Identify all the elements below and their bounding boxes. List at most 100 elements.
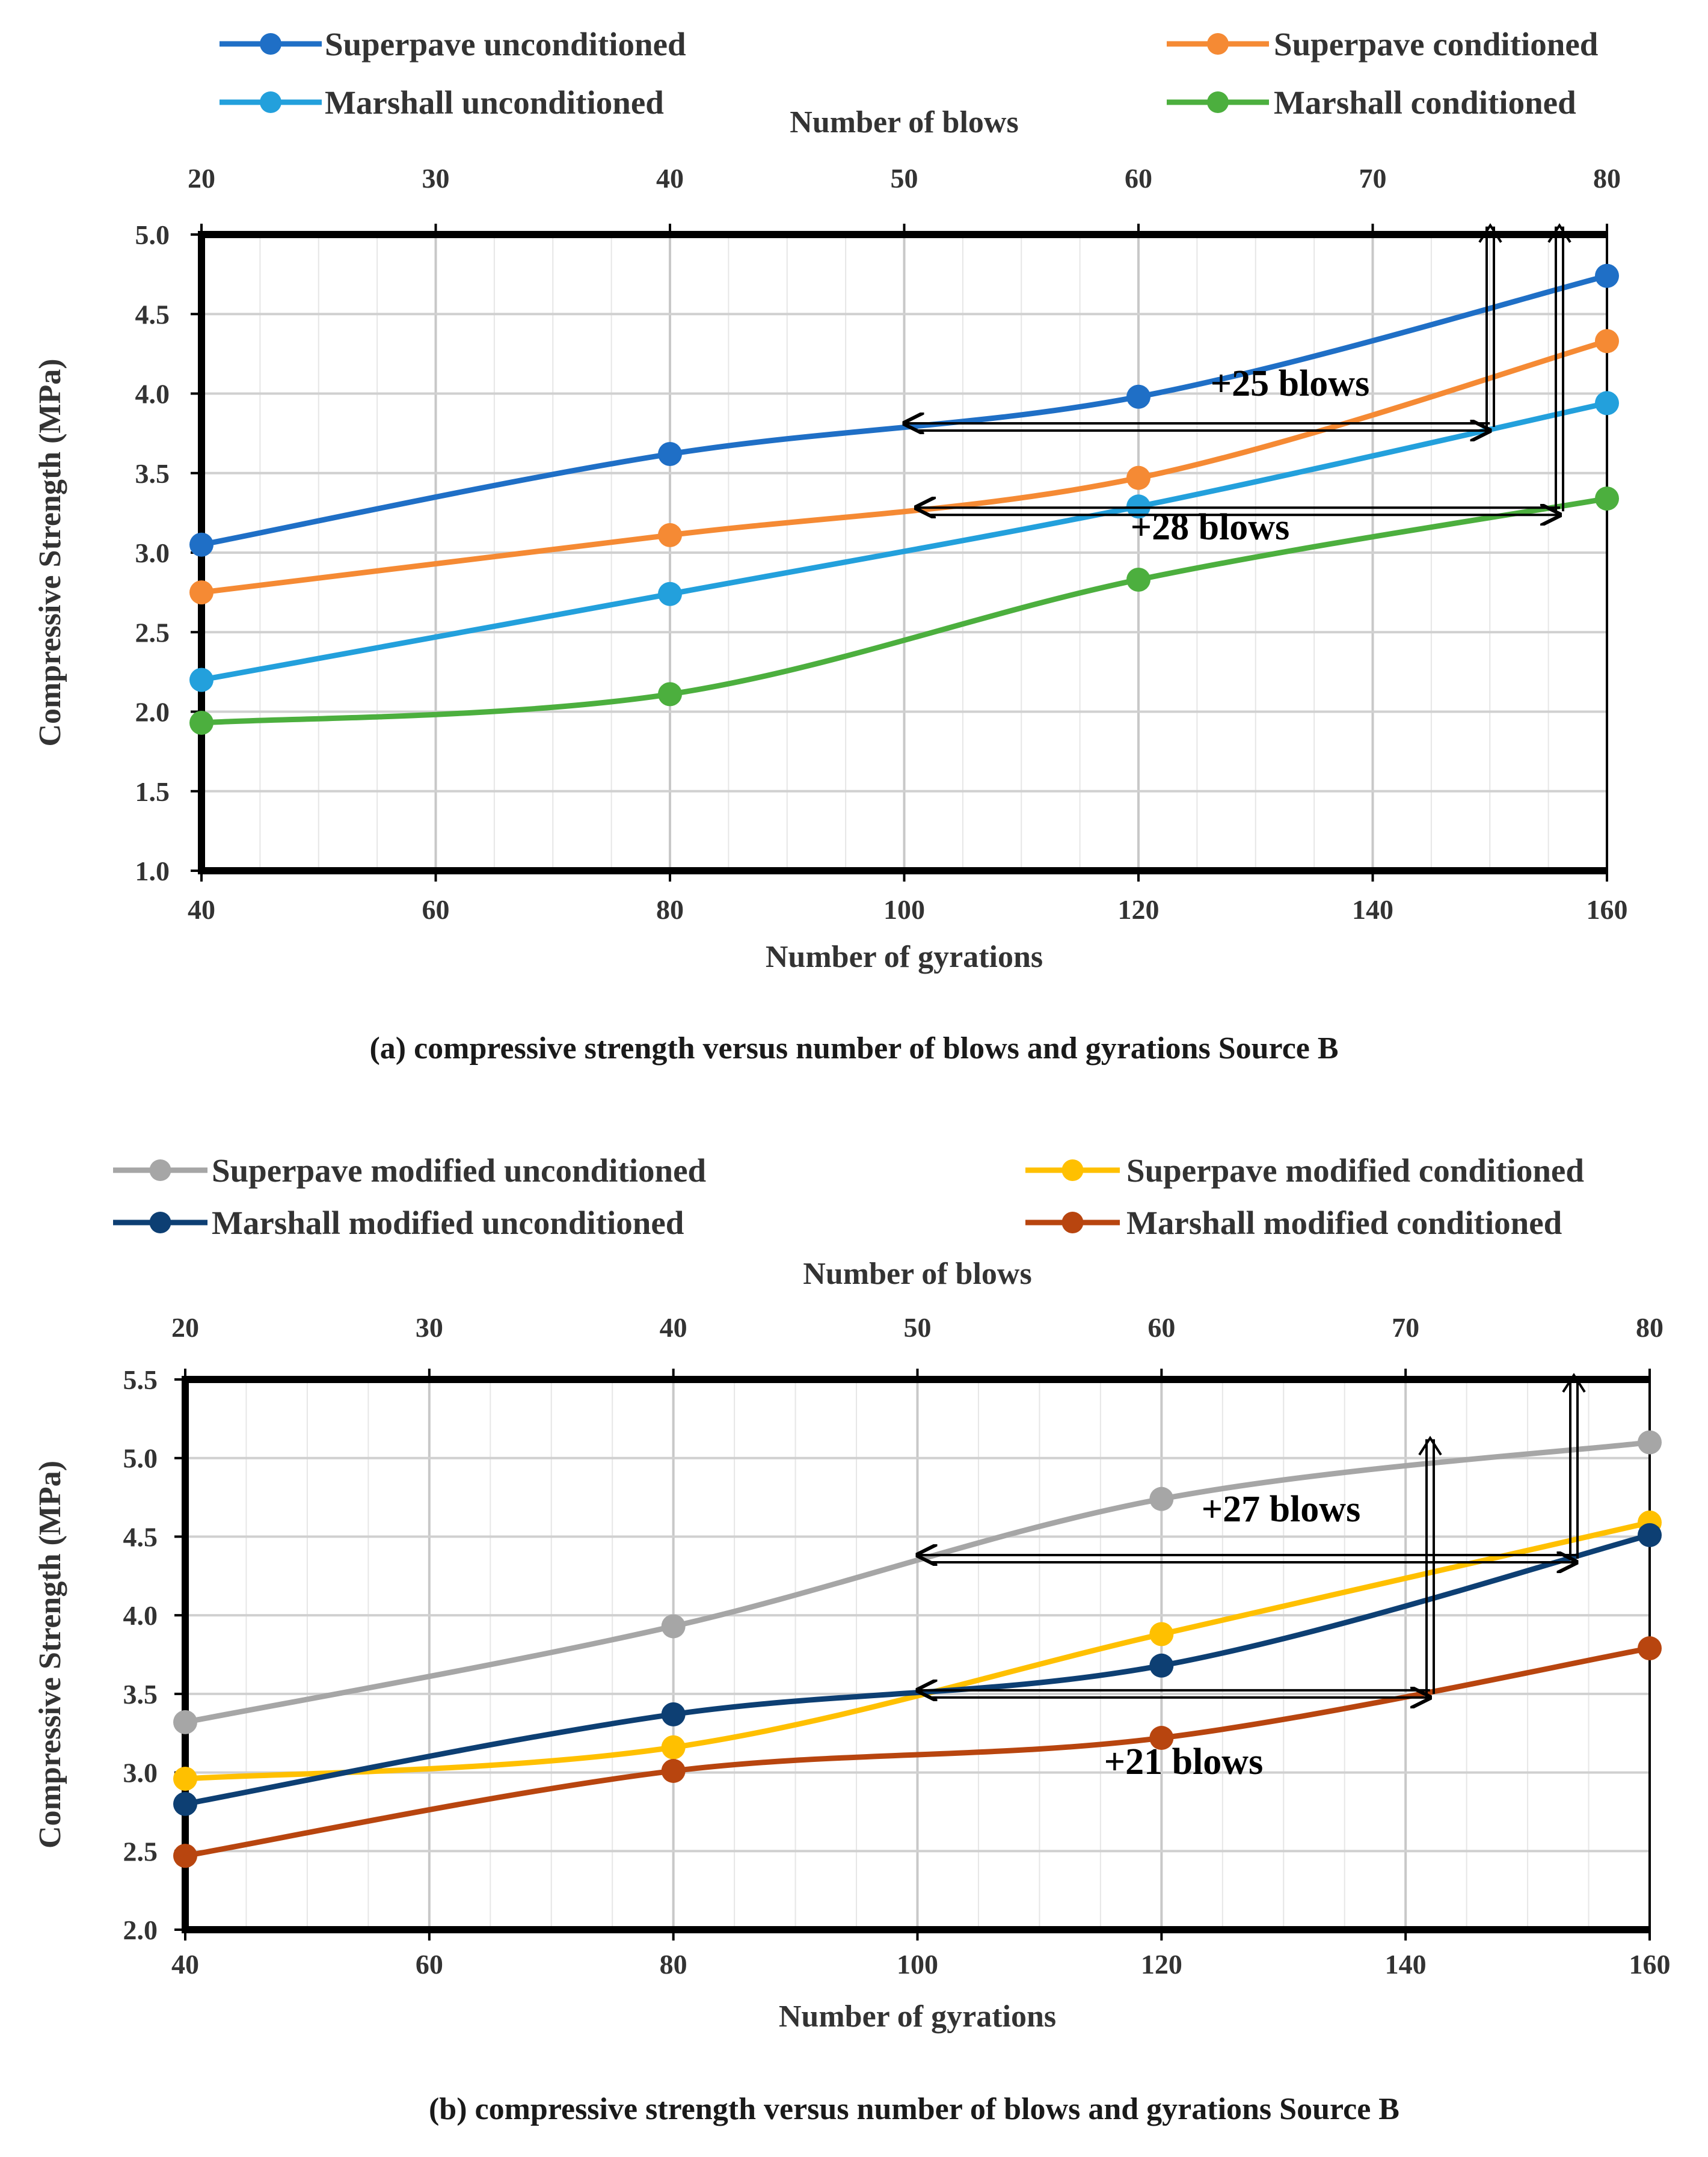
data-point	[1638, 1430, 1662, 1455]
legend-label: Superpave modified conditioned	[1126, 1152, 1584, 1189]
y-tick-label: 5.0	[135, 219, 170, 250]
series-1	[189, 329, 1619, 605]
y-tick-label: 5.5	[123, 1364, 158, 1395]
legend-swatch-marker	[1061, 1212, 1084, 1233]
legend-swatch-marker	[1207, 33, 1229, 55]
y-tick-label: 4.0	[135, 379, 170, 410]
data-point	[189, 711, 214, 735]
y-tick-label: 2.0	[135, 697, 170, 728]
x2-tick-label: 40	[656, 163, 684, 194]
x-tick-label: 40	[188, 894, 215, 925]
x2-axis-title: Number of blows	[790, 105, 1018, 140]
y-tick-label: 3.5	[123, 1679, 158, 1710]
x2-tick-label: 80	[1636, 1312, 1663, 1343]
x-tick-label: 80	[656, 894, 684, 925]
data-point	[658, 581, 682, 606]
x-axis-title: Number of gyrations	[766, 940, 1043, 974]
data-point	[189, 532, 214, 557]
annotation-1: +21 blows	[918, 1435, 1442, 1782]
data-point	[1149, 1726, 1174, 1750]
x2-tick-label: 30	[422, 163, 450, 194]
data-point	[1638, 1523, 1662, 1547]
data-point	[173, 1844, 197, 1868]
x-tick-label: 160	[1587, 894, 1628, 925]
x-tick-label: 60	[422, 894, 450, 925]
series-line	[182, 1645, 1653, 1859]
data-point	[1595, 263, 1619, 288]
data-point	[1126, 384, 1150, 409]
legend-label: Marshall conditioned	[1274, 84, 1576, 121]
x2-tick-label: 60	[1125, 163, 1152, 194]
data-point	[1149, 1487, 1174, 1511]
vertical-arrow-head	[1418, 1435, 1442, 1456]
x2-tick-label: 30	[416, 1312, 443, 1343]
legend-label: Marshall modified conditioned	[1126, 1204, 1562, 1241]
legend-swatch-marker	[1061, 1159, 1084, 1181]
annotation-label: +27 blows	[1202, 1489, 1360, 1530]
y-tick-label: 1.5	[135, 776, 170, 807]
x-tick-label: 100	[883, 894, 925, 925]
data-point	[1595, 486, 1619, 511]
legend-label: Superpave modified unconditioned	[212, 1152, 706, 1189]
x-tick-label: 80	[660, 1949, 687, 1980]
x-tick-label: 160	[1629, 1949, 1671, 1980]
x-tick-label: 120	[1141, 1949, 1182, 1980]
data-point	[173, 1767, 197, 1791]
x-tick-label: 140	[1352, 894, 1393, 925]
data-point	[658, 523, 682, 547]
data-point	[1149, 1653, 1174, 1678]
legend-swatch-marker	[260, 91, 281, 113]
series-3	[189, 486, 1619, 735]
data-point	[661, 1614, 686, 1639]
legend-label: Marshall unconditioned	[325, 84, 664, 121]
figure-caption: (a) compressive strength versus number o…	[369, 1031, 1338, 1066]
data-point	[661, 1702, 686, 1726]
y-tick-label: 1.0	[135, 856, 170, 886]
y-axis-title: Compressive Strength (MPa)	[33, 1461, 67, 1849]
annotation-label: +25 blows	[1211, 363, 1369, 404]
data-point	[1149, 1622, 1174, 1646]
data-point	[1638, 1636, 1662, 1661]
data-point	[173, 1710, 197, 1734]
y-tick-label: 3.5	[135, 458, 170, 489]
annotation-0: +25 blows	[905, 223, 1502, 431]
figure-caption: (b) compressive strength versus number o…	[429, 2092, 1399, 2126]
vertical-arrow-head	[1478, 223, 1502, 243]
x2-tick-label: 20	[171, 1312, 199, 1343]
x2-axis-title: Number of blows	[803, 1257, 1031, 1291]
series-line	[198, 400, 1610, 683]
x-tick-label: 60	[416, 1949, 443, 1980]
data-point	[658, 442, 682, 467]
x-tick-label: 120	[1118, 894, 1160, 925]
annotation-0: +27 blows	[918, 1373, 1586, 1562]
data-point	[189, 667, 214, 692]
x-tick-label: 140	[1385, 1949, 1427, 1980]
x2-tick-label: 60	[1147, 1312, 1175, 1343]
data-point	[658, 682, 682, 707]
y-tick-label: 2.0	[123, 1915, 158, 1945]
legend-swatch-marker	[149, 1212, 171, 1233]
vertical-arrow-head	[1562, 1373, 1586, 1393]
y-tick-label: 3.0	[123, 1758, 158, 1788]
series-3	[173, 1636, 1662, 1868]
data-point	[189, 580, 214, 605]
legend-swatch-marker	[260, 33, 281, 55]
chart-b: 2.0 2.5 3.0 3.5 4.0 4.5 5.0 5.5 40 60 80 100 120 140 1…	[33, 1152, 1671, 2126]
annotation-label: +28 blows	[1131, 507, 1289, 548]
y-tick-label: 3.0	[135, 538, 170, 568]
y-tick-label: 2.5	[135, 617, 170, 648]
legend-label: Superpave conditioned	[1274, 26, 1598, 63]
x2-tick-label: 50	[904, 1312, 932, 1343]
data-point	[1595, 329, 1619, 354]
y-tick-label: 5.0	[123, 1443, 158, 1474]
series-line	[198, 496, 1610, 726]
legend-label: Superpave unconditioned	[325, 26, 686, 63]
data-point	[1126, 465, 1150, 490]
annotation-label: +21 blows	[1104, 1741, 1263, 1782]
annotation-1: +28 blows	[916, 223, 1571, 548]
data-point	[1126, 567, 1150, 592]
y-axis-title: Compressive Strength (MPa)	[33, 358, 67, 746]
y-tick-label: 2.5	[123, 1836, 158, 1867]
y-tick-label: 4.0	[123, 1600, 158, 1631]
